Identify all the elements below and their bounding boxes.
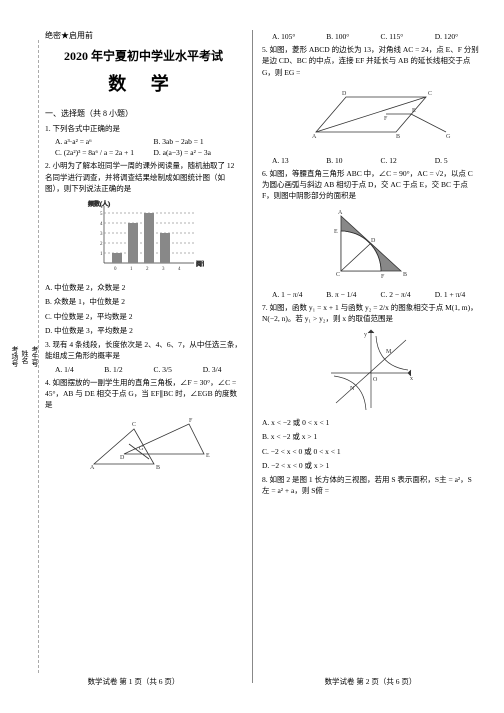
svg-text:N: N <box>350 386 355 392</box>
q6-opt-a: A. 1 − π/4 <box>272 290 316 299</box>
svg-text:B: B <box>156 465 160 471</box>
left-footer: 数学试卷 第 1 页（共 6 页） <box>15 676 252 687</box>
q4-stem: 4. 如图摆放的一副学生用的直角三角板，∠F = 30°，∠C = 45°，AB… <box>45 377 242 411</box>
svg-text:E: E <box>334 229 338 235</box>
q7-opt-c: C. −2 < x < 0 或 0 < x < 1 <box>262 446 479 457</box>
q7-opt-d: D. −2 < x < 0 或 x > 1 <box>262 460 479 471</box>
svg-text:4: 4 <box>100 222 103 227</box>
svg-text:x: x <box>410 376 413 382</box>
q1-opts-row1: A. a³·a² = a⁶ B. 3ab − 2ab = 1 <box>55 137 242 146</box>
left-column: 绝密★启用前 2020 年宁夏初中学业水平考试 数 学 一、选择题（共 8 小题… <box>15 30 252 693</box>
svg-text:3: 3 <box>100 232 103 237</box>
ylabel: 频数(人) <box>88 200 110 208</box>
svg-text:1: 1 <box>130 267 133 272</box>
svg-text:A: A <box>312 134 317 140</box>
q5-opt-d: D. 5 <box>435 156 479 165</box>
section-heading: 一、选择题（共 8 小题） <box>45 108 242 119</box>
q6-opt-c: C. 2 − π/4 <box>381 290 425 299</box>
svg-text:E: E <box>206 453 210 459</box>
svg-text:D: D <box>120 455 125 461</box>
q7-opt-b: B. x < −2 或 x > 1 <box>262 431 479 442</box>
xlabel: 阅读量(本) <box>196 260 204 268</box>
svg-text:B: B <box>403 272 407 278</box>
exam-page: 绝密★启用前 2020 年宁夏初中学业水平考试 数 学 一、选择题（共 8 小题… <box>0 0 504 713</box>
svg-text:y: y <box>364 332 367 338</box>
q4-opt-a: A. 105° <box>272 32 316 41</box>
svg-text:C: C <box>428 91 432 97</box>
q4-opt-b: B. 100° <box>326 32 370 41</box>
svg-text:F: F <box>384 116 388 122</box>
svg-text:5: 5 <box>100 212 103 217</box>
svg-text:2: 2 <box>146 267 149 272</box>
q3-stem: 3. 现有 4 条线段，长度依次是 2、4、6、7，从中任选三条，能组成三角形的… <box>45 339 242 362</box>
svg-text:A: A <box>338 210 343 216</box>
q6-opts: A. 1 − π/4 B. π − 1/4 C. 2 − π/4 D. 1 + … <box>272 290 479 299</box>
secret-label: 绝密★启用前 <box>45 30 242 41</box>
q3-opt-c: C. 3/5 <box>154 365 193 374</box>
q2-bar-chart: 阅读量(本) 频数(人) 1 2 3 4 5 0 1 2 3 4 <box>84 198 204 278</box>
q1-opt-d: D. a(a−3) = a² − 3a <box>154 148 243 157</box>
q2-stem: 2. 小明为了解本班同学一周的课外阅读量，随机抽取了 12 名同学进行调查，并将… <box>45 160 242 194</box>
q7-stem: 7. 如图，函数 y₁ = x + 1 与函数 y₂ = 2/x 的图象相交于点… <box>262 302 479 325</box>
svg-text:D: D <box>371 238 376 244</box>
q5-opts: A. 13 B. 10 C. 12 D. 5 <box>272 156 479 165</box>
q5-opt-c: C. 12 <box>381 156 425 165</box>
q4-opt-c: C. 115° <box>381 32 425 41</box>
q8-stem: 8. 如图 2 是图 1 长方体的三视图，若用 S 表示面积，S主 = a²，S… <box>262 474 479 497</box>
svg-text:F: F <box>381 274 385 280</box>
q5-rhombus-diagram: A B C D E F G <box>286 82 456 152</box>
svg-text:F: F <box>189 418 193 424</box>
exam-title: 2020 年宁夏初中学业水平考试 <box>45 47 242 64</box>
q2-opt-d: D. 中位数是 3，平均数是 2 <box>45 325 242 336</box>
svg-text:3: 3 <box>162 267 165 272</box>
q6-opt-d: D. 1 + π/4 <box>435 290 479 299</box>
q6-stem: 6. 如图，等腰直角三角形 ABC 中，∠C = 90°，AC = √2，以点 … <box>262 168 479 202</box>
right-footer: 数学试卷 第 2 页（共 6 页） <box>252 676 489 687</box>
svg-text:4: 4 <box>178 267 181 272</box>
q2-opt-c: C. 中位数是 2，平均数是 2 <box>45 311 242 322</box>
q3-opts: A. 1/4 B. 1/2 C. 3/5 D. 3/4 <box>55 365 242 374</box>
q4-opts: A. 105° B. 100° C. 115° D. 120° <box>272 32 479 41</box>
q1-opt-c: C. (2a²)³ = 8a⁶ / a = 2a + 1 <box>55 148 144 157</box>
svg-text:B: B <box>396 134 400 140</box>
svg-text:A: A <box>90 465 95 471</box>
q6-arc-triangle-diagram: A B C D E F <box>326 206 416 286</box>
q6-opt-b: B. π − 1/4 <box>326 290 370 299</box>
q3-opt-a: A. 1/4 <box>55 365 94 374</box>
q5-stem: 5. 如图，菱形 ABCD 的边长为 13，对角线 AC = 24，点 E、F … <box>262 44 479 78</box>
svg-text:G: G <box>446 134 451 140</box>
q7-opt-a: A. x < −2 或 0 < x < 1 <box>262 417 479 428</box>
q5-opt-a: A. 13 <box>272 156 316 165</box>
q3-opt-b: B. 1/2 <box>104 365 143 374</box>
q4-opt-d: D. 120° <box>435 32 479 41</box>
q4-triangle-diagram: A B C D E F G <box>74 414 214 484</box>
q3-opt-d: D. 3/4 <box>203 365 242 374</box>
svg-text:G: G <box>139 446 144 452</box>
q1-opt-a: A. a³·a² = a⁶ <box>55 137 144 146</box>
svg-text:D: D <box>342 91 347 97</box>
svg-text:0: 0 <box>114 267 117 272</box>
svg-text:1: 1 <box>100 252 103 257</box>
right-column: A. 105° B. 100° C. 115° D. 120° 5. 如图，菱形… <box>252 30 489 693</box>
svg-text:M: M <box>386 349 392 355</box>
svg-text:C: C <box>336 272 340 278</box>
q7-function-plot: M N Ox y <box>326 328 416 413</box>
q1-opts-row2: C. (2a²)³ = 8a⁶ / a = 2a + 1 D. a(a−3) =… <box>55 148 242 157</box>
q2-opt-b: B. 众数是 1，中位数是 2 <box>45 296 242 307</box>
svg-text:2: 2 <box>100 242 103 247</box>
q2-opt-a: A. 中位数是 2，众数是 2 <box>45 282 242 293</box>
svg-text:O: O <box>373 377 378 383</box>
svg-text:E: E <box>412 108 416 114</box>
q1-opt-b: B. 3ab − 2ab = 1 <box>154 137 243 146</box>
svg-text:C: C <box>132 422 136 428</box>
subject-title: 数 学 <box>45 70 242 96</box>
q1-stem: 1. 下列各式中正确的是 <box>45 123 242 134</box>
q5-opt-b: B. 10 <box>326 156 370 165</box>
